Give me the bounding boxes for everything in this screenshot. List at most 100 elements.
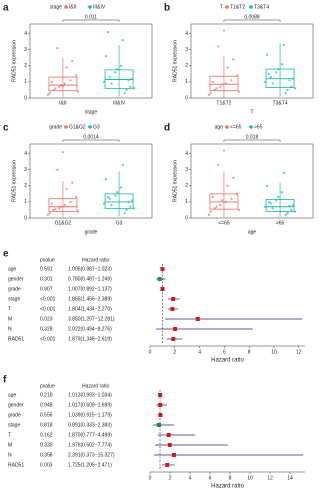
point (230, 197, 233, 200)
p-value: 0.358 (40, 452, 53, 458)
point (123, 92, 126, 95)
point (74, 195, 78, 199)
hr-label: 1.725(1.205−2.471) (68, 462, 112, 468)
x-tick-label: 6 (209, 475, 212, 481)
y-tick-label: 4 (24, 31, 27, 37)
point (211, 195, 214, 199)
point (230, 79, 233, 82)
variable: gender (8, 276, 24, 282)
legend-label: T1&T2 (230, 4, 245, 10)
p-value: 0.907 (40, 286, 53, 292)
point (48, 212, 51, 215)
point (219, 85, 222, 88)
variable: M (8, 442, 12, 448)
point (63, 82, 66, 85)
point (282, 171, 285, 175)
x-tick-label: 6 (223, 349, 226, 355)
y-tick-label: 2 (24, 63, 27, 69)
point (54, 208, 57, 211)
p-value: 0.162 (40, 432, 53, 438)
p-bracket (223, 139, 281, 142)
point (61, 150, 65, 154)
point (226, 184, 229, 187)
y-tick-label: 2 (185, 183, 188, 189)
hr-marker (171, 297, 176, 301)
legend-swatch (88, 5, 92, 9)
x-tick-label: 10 (247, 475, 253, 481)
legend-label: T3&T4 (254, 4, 269, 10)
point (207, 93, 211, 96)
box (104, 193, 134, 209)
point (207, 213, 211, 216)
x-tick-label: 8 (248, 349, 251, 355)
x-tick-label: 10 (271, 349, 277, 355)
point (71, 59, 74, 63)
p-value: 0.591 (40, 266, 53, 272)
legend-swatch (249, 125, 253, 129)
point (284, 92, 287, 95)
x-axis-label: T (250, 109, 253, 115)
box (48, 198, 78, 212)
x-tick-label: G3 (116, 220, 123, 226)
p-value: <0.001 (40, 296, 56, 302)
point (52, 208, 55, 212)
y-axis-label: RAD51 expression (11, 40, 17, 82)
p-value: 0.556 (40, 412, 53, 418)
point (76, 90, 80, 93)
point (132, 207, 136, 210)
point (106, 30, 109, 34)
p-value: <0.001 (40, 336, 56, 342)
legend-title: age (215, 124, 224, 130)
legend-swatch (225, 5, 229, 9)
legend-label: <=65 (230, 124, 242, 130)
x-tick-label: 0 (149, 475, 152, 481)
point (58, 85, 61, 88)
point (65, 187, 68, 191)
header: Hazard ratio (82, 257, 109, 263)
y-axis-label: RAD51 expression (172, 160, 178, 202)
point (63, 204, 66, 207)
y-tick-label: 1 (24, 199, 27, 205)
x-tick-label: T3&T4 (273, 100, 288, 106)
hr-marker (195, 317, 200, 321)
panel-letter: e (3, 249, 9, 260)
point (121, 38, 124, 42)
x-tick-label: 12 (296, 349, 302, 355)
hr-marker (166, 433, 171, 437)
variable: N (8, 326, 12, 332)
point (69, 200, 72, 204)
p-value: 0.003 (40, 462, 53, 468)
p-value: 0.023 (40, 316, 53, 322)
legend-swatch (88, 125, 92, 129)
point (271, 207, 274, 210)
box (48, 76, 78, 92)
point (132, 87, 136, 90)
x-tick-label: 4 (189, 475, 192, 481)
point (129, 85, 132, 88)
y-tick-label: 2 (185, 63, 188, 69)
y-tick-label: 0 (185, 215, 188, 221)
hr-label: 0.780(0.487−1.249) (68, 276, 112, 282)
p-value: 0.948 (40, 402, 53, 408)
hr-label: 1.879(1.348−2.619) (68, 336, 112, 342)
legend-swatch (249, 5, 253, 9)
point (110, 82, 113, 85)
point (271, 82, 274, 85)
hr-label: 2.022(0.494−8.276) (68, 326, 112, 332)
point (237, 208, 241, 212)
p-value: 0.218 (40, 392, 53, 398)
hr-marker (170, 307, 175, 311)
point (209, 210, 212, 213)
y-tick-label: 1 (24, 79, 27, 85)
hr-label: 1.017(0.609−1.699) (68, 402, 112, 408)
point (217, 45, 220, 48)
box (265, 199, 295, 212)
point (76, 210, 80, 213)
variable: T (8, 306, 11, 312)
x-axis-label: Hazard ratio (211, 358, 244, 364)
variable: RAD51 (8, 462, 24, 468)
point (288, 79, 291, 82)
legend-swatch (64, 5, 68, 9)
point (65, 66, 68, 69)
